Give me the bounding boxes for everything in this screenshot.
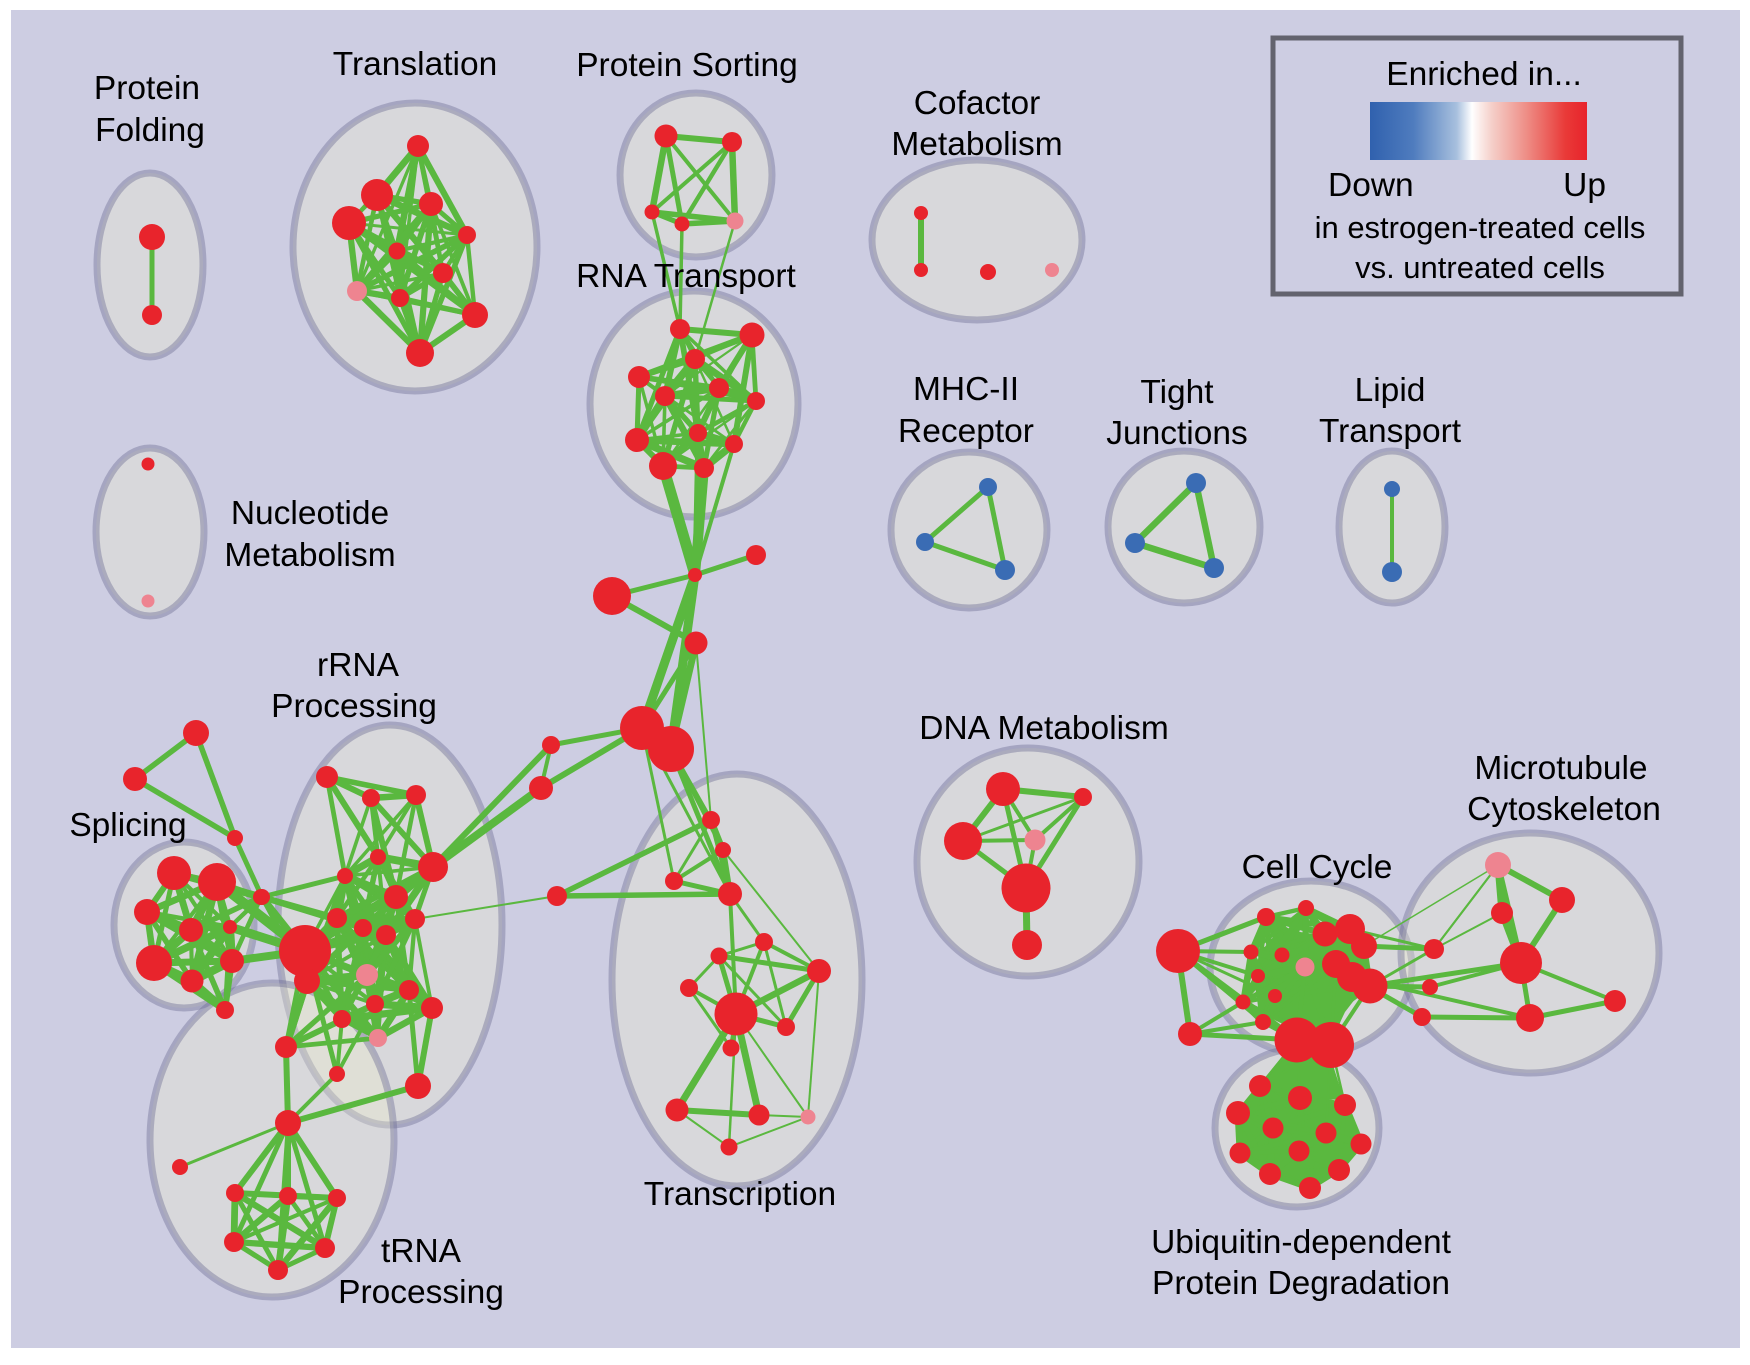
svg-text:Processing: Processing [271,688,437,725]
svg-text:Processing: Processing [338,1274,504,1311]
svg-text:tRNA: tRNA [381,1233,462,1270]
svg-text:Cofactor: Cofactor [914,85,1041,122]
svg-text:MHC-II: MHC-II [913,371,1019,408]
svg-text:Receptor: Receptor [898,413,1034,450]
svg-text:Enriched in...: Enriched in... [1386,56,1582,93]
svg-text:Junctions: Junctions [1106,415,1248,452]
svg-text:DNA Metabolism: DNA Metabolism [919,710,1168,747]
svg-text:Cytoskeleton: Cytoskeleton [1467,791,1661,828]
svg-text:Protein Sorting: Protein Sorting [576,47,798,84]
svg-text:Microtubule: Microtubule [1474,750,1647,787]
svg-text:Tight: Tight [1140,374,1214,411]
svg-text:in estrogen-treated cells: in estrogen-treated cells [1315,210,1646,245]
svg-text:Transcription: Transcription [644,1176,836,1213]
svg-text:Lipid: Lipid [1355,372,1426,409]
svg-text:Protein: Protein [94,70,200,107]
svg-text:Protein Degradation: Protein Degradation [1152,1265,1450,1302]
svg-text:Nucleotide: Nucleotide [231,495,389,532]
svg-text:Ubiquitin-dependent: Ubiquitin-dependent [1151,1224,1452,1261]
svg-text:Metabolism: Metabolism [224,537,395,574]
svg-text:Folding: Folding [95,112,205,149]
svg-text:Up: Up [1563,167,1606,204]
svg-text:Translation: Translation [333,46,497,83]
svg-text:Metabolism: Metabolism [891,126,1062,163]
svg-text:Down: Down [1328,167,1414,204]
svg-text:Transport: Transport [1319,413,1462,450]
svg-text:RNA Transport: RNA Transport [576,258,796,295]
svg-text:vs. untreated cells: vs. untreated cells [1355,250,1605,285]
svg-text:Splicing: Splicing [69,807,186,844]
svg-text:Cell Cycle: Cell Cycle [1242,849,1393,886]
svg-text:rRNA: rRNA [317,647,400,684]
